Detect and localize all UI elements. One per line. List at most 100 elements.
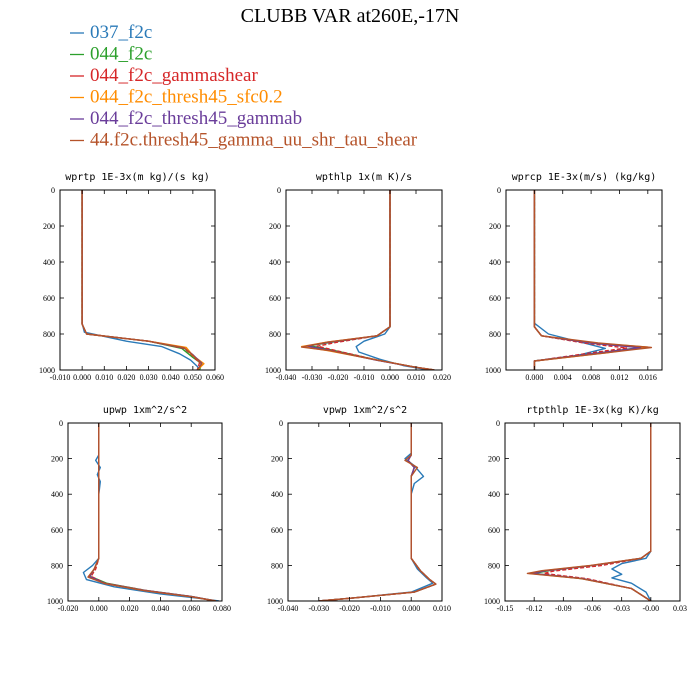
panel-title: wprcp 1E-3x(m/s) (kg/kg) — [512, 172, 657, 183]
x-tick-label: 0.060 — [206, 373, 224, 382]
series-line — [82, 423, 219, 601]
series-line — [533, 190, 642, 370]
x-tick-label: -0.030 — [302, 373, 323, 382]
x-tick-label: -0.020 — [339, 604, 360, 613]
figure-title: CLUBB VAR at260E,-17N — [241, 5, 460, 27]
y-tick-label: 800 — [271, 561, 283, 570]
y-tick-label: 400 — [269, 258, 281, 267]
y-tick-label: 0 — [59, 419, 63, 428]
chart-panel: upwp 1xm^2/s^2 -0.020 0.000 0.020 0.040 0.060… — [47, 405, 231, 613]
x-tick-label: -0.040 — [276, 373, 297, 382]
x-tick-label: 0.012 — [610, 373, 628, 382]
series-line — [300, 190, 435, 370]
series-group — [82, 423, 219, 601]
chart-panel: vpwp 1xm^2/s^2 -0.040 -0.030 -0.020 -0.010 0.… — [267, 405, 451, 613]
legend-item: 044_f2c_gammashear — [70, 65, 258, 86]
chart-panel: wprtp 1E-3x(m kg)/(s kg) -0.010 0.000 0.010… — [39, 172, 224, 382]
y-tick-label: 0 — [51, 186, 55, 195]
plot-frame — [285, 189, 443, 371]
y-tick-label: 200 — [488, 455, 500, 464]
series-line — [88, 423, 216, 601]
x-tick-label: 0.010 — [407, 373, 425, 382]
x-tick-label: 0.008 — [582, 373, 600, 382]
series-line — [81, 190, 201, 370]
y-tick-label: 0 — [496, 419, 500, 428]
chart-panel: wprcp 1E-3x(m/s) (kg/kg) 0.000 0.004 0.008 0… — [485, 172, 663, 382]
y-tick-label: 400 — [51, 490, 63, 499]
x-tick-label: -0.12 — [526, 604, 543, 613]
series-line — [88, 423, 216, 601]
panel-title: vpwp 1xm^2/s^2 — [323, 405, 407, 416]
y-tick-label: 600 — [43, 294, 55, 303]
chart-panel: wpthlp 1x(m K)/s -0.040 -0.030 -0.020 -0.010… — [265, 172, 451, 382]
y-tick-label: 400 — [489, 258, 501, 267]
y-tick-label: 800 — [269, 330, 281, 339]
y-tick-label: 600 — [269, 294, 281, 303]
legend-label: 044_f2c_thresh45_gammab — [90, 108, 302, 129]
x-tick-label: 0.040 — [162, 373, 180, 382]
y-tick-label: 200 — [51, 455, 63, 464]
series-group — [526, 423, 652, 601]
series-line — [90, 423, 216, 601]
x-tick-label: 0.020 — [121, 604, 139, 613]
x-tick-label: 0.03 — [673, 604, 687, 613]
x-tick-label: 0.050 — [184, 373, 202, 382]
y-tick-label: 0 — [279, 419, 283, 428]
x-tick-label: 0.000 — [381, 373, 399, 382]
legend-item: 037_f2c — [70, 22, 152, 43]
series-line — [543, 423, 652, 601]
y-tick-label: 1000 — [265, 366, 281, 375]
x-tick-label: 0.020 — [117, 373, 135, 382]
plot-frame — [505, 189, 663, 371]
x-tick-label: -0.06 — [584, 604, 601, 613]
x-tick-label: -0.030 — [308, 604, 329, 613]
x-tick-label: -0.020 — [328, 373, 349, 382]
x-tick-label: 0.016 — [639, 373, 657, 382]
y-tick-label: 800 — [43, 330, 55, 339]
panel-title: wpthlp 1x(m K)/s — [316, 172, 412, 183]
series-line — [318, 423, 437, 601]
y-tick-label: 600 — [51, 526, 63, 535]
y-tick-label: 400 — [43, 258, 55, 267]
x-tick-label: -0.010 — [50, 373, 71, 382]
chart-panel: rtpthlp 1E-3x(kg K)/kg -0.15 -0.12 -0.09 -0.… — [484, 405, 687, 613]
series-line — [526, 423, 652, 601]
x-tick-label: 0.004 — [554, 373, 572, 382]
y-tick-label: 800 — [51, 561, 63, 570]
series-line — [87, 423, 216, 601]
y-tick-label: 0 — [497, 186, 501, 195]
legend-item: 044_f2c_thresh45_gammab — [70, 108, 302, 129]
x-tick-label: 0.000 — [90, 604, 108, 613]
panel-title: rtpthlp 1E-3x(kg K)/kg — [526, 405, 658, 416]
x-tick-label: 0.080 — [213, 604, 231, 613]
y-tick-label: 400 — [271, 490, 283, 499]
y-tick-label: 800 — [489, 330, 501, 339]
series-line — [81, 190, 203, 370]
x-tick-label: -0.15 — [497, 604, 514, 613]
legend: 037_f2c044_f2c044_f2c_gammashear044_f2c_… — [70, 22, 418, 151]
x-tick-label: -0.010 — [354, 373, 375, 382]
series-line — [81, 190, 205, 370]
x-tick-label: 0.060 — [182, 604, 200, 613]
y-tick-label: 200 — [489, 222, 501, 231]
y-tick-label: 1000 — [47, 597, 63, 606]
plot-frame — [67, 422, 223, 602]
series-line — [533, 190, 628, 370]
legend-label: 044_f2c_gammashear — [90, 65, 258, 86]
x-tick-label: 0.010 — [433, 604, 451, 613]
series-group — [318, 423, 437, 601]
series-line — [318, 423, 437, 601]
x-tick-label: 0.030 — [140, 373, 158, 382]
y-tick-label: 200 — [43, 222, 55, 231]
panels: wprtp 1E-3x(m kg)/(s kg)-0.010 0.000 0.010… — [39, 172, 687, 613]
y-tick-label: 800 — [488, 561, 500, 570]
x-tick-label: -0.010 — [370, 604, 391, 613]
x-tick-label: 0.000 — [402, 604, 420, 613]
y-tick-label: 1000 — [484, 597, 500, 606]
legend-label: 044_f2c_thresh45_sfc0.2 — [90, 87, 283, 108]
series-line — [531, 423, 652, 601]
y-tick-label: 200 — [269, 222, 281, 231]
x-tick-label: -0.03 — [613, 604, 630, 613]
series-group — [533, 190, 653, 370]
plot-frame — [59, 189, 216, 371]
